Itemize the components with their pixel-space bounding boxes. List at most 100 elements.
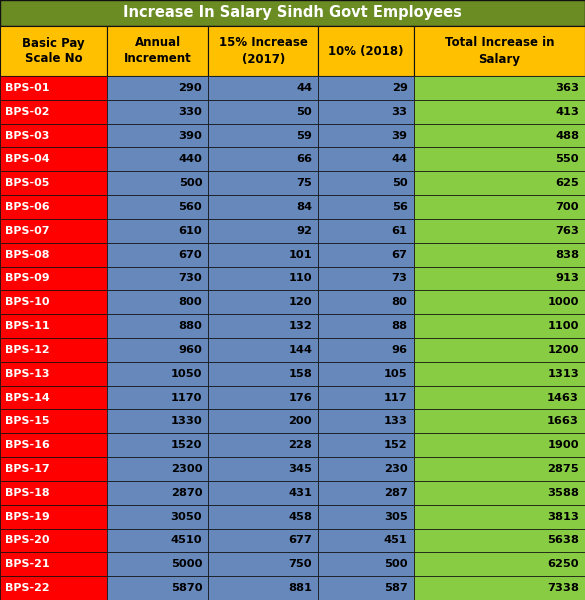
Text: BPS-20: BPS-20 <box>5 535 50 545</box>
Text: Basic Pay
Scale No: Basic Pay Scale No <box>22 37 85 65</box>
Text: 176: 176 <box>288 392 312 403</box>
Bar <box>414 219 585 243</box>
Bar <box>107 219 208 243</box>
Bar <box>414 433 585 457</box>
Text: 29: 29 <box>392 83 408 93</box>
Bar <box>318 362 414 386</box>
Text: BPS-09: BPS-09 <box>5 274 50 283</box>
Bar <box>318 76 414 100</box>
Bar <box>414 529 585 553</box>
Bar <box>414 553 585 576</box>
Text: 105: 105 <box>384 369 408 379</box>
Bar <box>414 481 585 505</box>
Text: 730: 730 <box>178 274 202 283</box>
Text: 500: 500 <box>384 559 408 569</box>
Bar <box>107 148 208 171</box>
Text: Total Increase in
Salary: Total Increase in Salary <box>445 37 554 65</box>
Text: 431: 431 <box>288 488 312 498</box>
Bar <box>208 457 318 481</box>
Text: 110: 110 <box>288 274 312 283</box>
Bar <box>208 243 318 266</box>
Bar <box>318 290 414 314</box>
Bar <box>0 576 107 600</box>
Text: 5870: 5870 <box>171 583 202 593</box>
Bar <box>107 243 208 266</box>
Bar <box>414 195 585 219</box>
Bar <box>208 576 318 600</box>
Text: 880: 880 <box>178 321 202 331</box>
Bar <box>107 314 208 338</box>
Text: 96: 96 <box>391 345 408 355</box>
Bar <box>414 148 585 171</box>
Bar <box>0 171 107 195</box>
Text: 3813: 3813 <box>547 512 579 521</box>
Bar <box>107 529 208 553</box>
Bar <box>318 529 414 553</box>
Text: 2875: 2875 <box>548 464 579 474</box>
Text: 59: 59 <box>297 131 312 140</box>
Bar <box>208 76 318 100</box>
Text: 1100: 1100 <box>548 321 579 331</box>
Bar <box>0 505 107 529</box>
Bar <box>107 433 208 457</box>
Text: BPS-21: BPS-21 <box>5 559 50 569</box>
Text: 4510: 4510 <box>171 535 202 545</box>
Bar <box>107 338 208 362</box>
Text: 451: 451 <box>384 535 408 545</box>
Bar <box>318 505 414 529</box>
Bar <box>318 338 414 362</box>
Bar <box>318 409 414 433</box>
Bar <box>0 338 107 362</box>
Bar <box>414 457 585 481</box>
Bar <box>208 171 318 195</box>
Bar <box>0 243 107 266</box>
Bar <box>208 266 318 290</box>
Bar <box>318 457 414 481</box>
Bar <box>318 481 414 505</box>
Text: 92: 92 <box>297 226 312 236</box>
Text: 10% (2018): 10% (2018) <box>328 44 404 58</box>
Text: 117: 117 <box>384 392 408 403</box>
Bar <box>0 290 107 314</box>
Text: BPS-19: BPS-19 <box>5 512 50 521</box>
Bar <box>0 266 107 290</box>
Bar <box>208 195 318 219</box>
Bar <box>414 576 585 600</box>
Text: 228: 228 <box>288 440 312 450</box>
Text: BPS-01: BPS-01 <box>5 83 50 93</box>
Bar <box>318 124 414 148</box>
Text: 73: 73 <box>392 274 408 283</box>
Bar <box>318 100 414 124</box>
Bar <box>107 26 208 76</box>
Text: 3050: 3050 <box>171 512 202 521</box>
Bar <box>208 362 318 386</box>
Bar <box>107 124 208 148</box>
Text: 101: 101 <box>288 250 312 260</box>
Text: 5000: 5000 <box>171 559 202 569</box>
Text: 587: 587 <box>384 583 408 593</box>
Bar <box>208 124 318 148</box>
Text: BPS-15: BPS-15 <box>5 416 50 427</box>
Text: 75: 75 <box>297 178 312 188</box>
Text: 67: 67 <box>392 250 408 260</box>
Text: 290: 290 <box>178 83 202 93</box>
Text: 560: 560 <box>178 202 202 212</box>
Bar <box>208 219 318 243</box>
Text: 152: 152 <box>384 440 408 450</box>
Text: BPS-06: BPS-06 <box>5 202 50 212</box>
Text: 1900: 1900 <box>548 440 579 450</box>
Text: 763: 763 <box>555 226 579 236</box>
Bar <box>107 76 208 100</box>
Text: 3588: 3588 <box>547 488 579 498</box>
Bar <box>318 433 414 457</box>
Bar <box>208 481 318 505</box>
Text: 56: 56 <box>392 202 408 212</box>
Bar <box>0 529 107 553</box>
Text: 1663: 1663 <box>547 416 579 427</box>
Text: 1520: 1520 <box>171 440 202 450</box>
Text: BPS-07: BPS-07 <box>5 226 50 236</box>
Text: 440: 440 <box>178 154 202 164</box>
Text: 133: 133 <box>384 416 408 427</box>
Bar <box>0 409 107 433</box>
Text: BPS-12: BPS-12 <box>5 345 50 355</box>
